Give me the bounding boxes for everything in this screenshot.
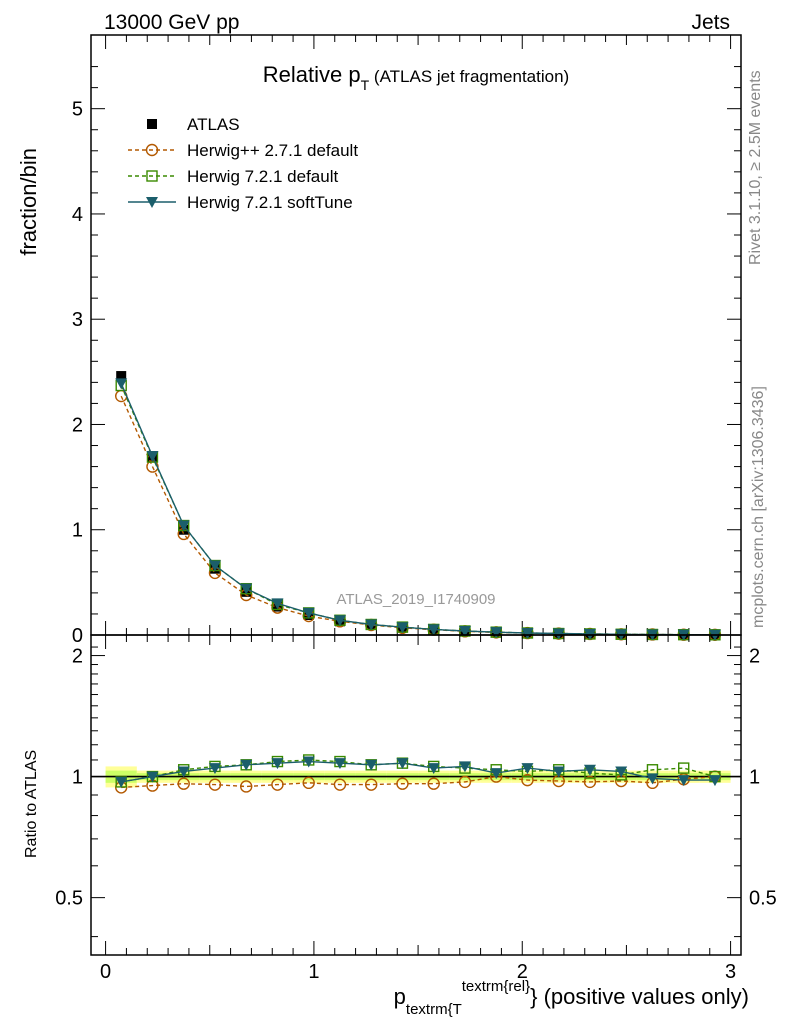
- legend-marker: [146, 197, 158, 208]
- header-left: 13000 GeV pp: [104, 11, 239, 34]
- data-point-filled-triangle-down: [208, 560, 221, 572]
- data-point-filled-triangle-down: [240, 583, 253, 595]
- main-ytick-label: 5: [72, 99, 83, 121]
- ratio-point-open-circle: [427, 777, 440, 790]
- ratio-y-axis-label: Ratio to ATLAS: [23, 750, 40, 858]
- ratio-point-open-circle: [333, 778, 347, 791]
- ratio-axis-ticks: [91, 635, 741, 955]
- data-point-filled-triangle-down: [365, 619, 378, 631]
- ratio-ytick-label-right: 0.5: [749, 888, 777, 910]
- ratio-point-filled-triangle-down: [583, 764, 596, 776]
- ratio-point-filled-triangle-down: [240, 759, 253, 771]
- data-point-filled-triangle-down: [177, 520, 190, 532]
- data-point-filled-triangle-down: [271, 598, 284, 610]
- data-point-filled-triangle-down: [490, 627, 503, 639]
- ratio-point-filled-triangle-down: [396, 758, 409, 770]
- ratio-point-filled-triangle-down: [177, 766, 190, 778]
- legend-marker: [147, 119, 157, 129]
- data-point-filled-triangle-down: [552, 628, 565, 640]
- ratio-point-filled-triangle-down: [458, 761, 471, 773]
- data-point-filled-triangle-down: [115, 378, 128, 390]
- ratio-ytick-label: 1: [72, 767, 83, 789]
- main-ytick-label: 0: [72, 625, 83, 647]
- xtick-label: 3: [725, 961, 736, 983]
- xtick-label: 2: [517, 961, 528, 983]
- data-point-filled-triangle-down: [146, 451, 159, 463]
- ratio-point-filled-triangle-down: [552, 766, 565, 778]
- main-ytick-label: 1: [72, 520, 83, 542]
- legend: ATLAS Herwig++ 2.7.1 default Herwig 7.2.1 …: [128, 115, 358, 212]
- ratio-point-filled-triangle-down: [490, 768, 503, 780]
- ratio-point-filled-triangle-down: [333, 758, 346, 770]
- ratio-point-open-circle: [177, 777, 190, 790]
- ratio-point-filled-triangle-down: [302, 756, 315, 768]
- ratio-point-filled-triangle-down: [708, 775, 721, 787]
- xtick-label: 1: [308, 961, 319, 983]
- data-point-filled-triangle-down: [302, 607, 315, 619]
- ratio-series-line: [121, 760, 715, 783]
- ratio-point-open-circle: [396, 777, 409, 790]
- ratio-panel: 0.5 0.5 1 1 2 2 0 1 2 3 Ratio to ATLAS ptextrm{T…: [23, 634, 777, 1018]
- mcplots-label: mcplots.cern.ch [arXiv:1306.3436]: [750, 386, 767, 628]
- data-point-filled-triangle-down: [396, 622, 409, 634]
- legend-marker: [145, 143, 159, 157]
- ratio-point-filled-triangle-down: [615, 766, 628, 778]
- main-axis-ticks: [91, 35, 741, 636]
- ratio-point-filled-triangle-down: [521, 763, 534, 775]
- legend-label: ATLAS: [187, 115, 240, 134]
- ratio-point-filled-triangle-down: [646, 773, 659, 785]
- ratio-series: [115, 754, 722, 794]
- ratio-ytick-label: 0.5: [55, 888, 83, 910]
- main-ytick-label: 2: [72, 414, 83, 436]
- ratio-point-filled-triangle-down: [427, 763, 440, 775]
- data-point-filled-triangle-down: [458, 626, 471, 637]
- main-title: Relative pT (ATLAS jet fragmentation): [263, 62, 569, 93]
- series-line: [120, 383, 716, 636]
- main-y-axis-label: fraction/bin: [16, 148, 41, 256]
- ratio-point-open-circle: [302, 776, 315, 790]
- ratio-ytick-label: 2: [72, 646, 83, 668]
- data-point-filled-triangle-down: [521, 628, 534, 639]
- legend-marker: [146, 170, 158, 182]
- legend-label: Herwig 7.2.1 softTune: [187, 193, 353, 212]
- legend-label: Herwig++ 2.7.1 default: [187, 141, 358, 160]
- ratio-point-open-circle: [458, 775, 472, 789]
- ratio-ytick-label-right: 1: [749, 767, 760, 789]
- ratio-ytick-label-right: 2: [749, 646, 760, 668]
- watermark: ATLAS_2019_I1740909: [336, 591, 495, 608]
- ratio-point-open-square: [678, 762, 690, 774]
- header-right: Jets: [691, 11, 730, 34]
- ratio-point-filled-triangle-down: [677, 775, 690, 787]
- main-ytick-label: 4: [72, 204, 83, 226]
- ratio-point-open-circle: [208, 778, 222, 791]
- legend-label: Herwig 7.2.1 default: [187, 167, 338, 186]
- ratio-point-filled-triangle-down: [271, 758, 284, 770]
- x-axis-label: ptextrm{Ttextrm{rel}} (positive values o…: [394, 978, 749, 1018]
- ratio-point-filled-triangle-down: [208, 763, 221, 775]
- ratio-point-open-circle: [583, 775, 597, 789]
- ratio-point-open-circle: [521, 773, 534, 787]
- ratio-point-open-circle: [240, 780, 253, 793]
- ratio-point-filled-triangle-down: [365, 759, 378, 771]
- data-point-filled-square: [116, 371, 127, 382]
- data-point-filled-triangle-down: [333, 615, 346, 627]
- data-point-filled-triangle-down: [427, 624, 440, 636]
- ratio-frame: [90, 634, 742, 956]
- rivet-label: Rivet 3.1.10, ≥ 2.5M events: [747, 70, 764, 265]
- ratio-point-filled-triangle-down: [115, 776, 128, 788]
- main-panel: 0 1 2 3 4 5 fraction/bin Relative pT (ATLAS j…: [16, 34, 742, 647]
- ratio-point-open-circle: [271, 778, 284, 791]
- ratio-point-open-circle: [365, 778, 378, 791]
- main-ytick-label: 3: [72, 309, 83, 331]
- xtick-label: 0: [100, 961, 111, 983]
- ratio-point-filled-triangle-down: [146, 771, 159, 783]
